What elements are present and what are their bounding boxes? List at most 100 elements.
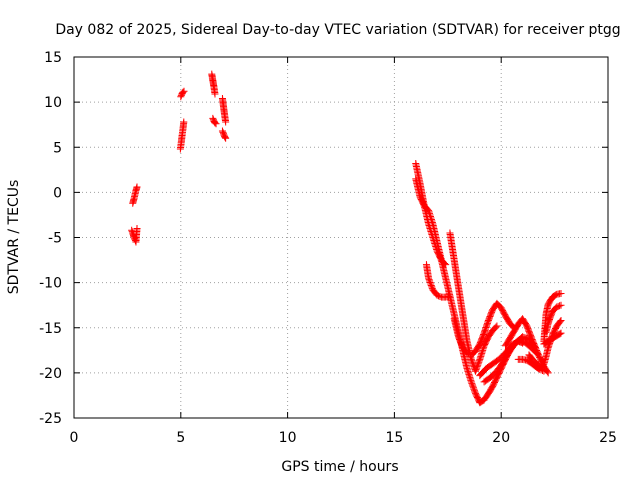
series-arc-b1 [177,87,188,101]
data-point [467,378,475,386]
data-point [469,382,477,390]
y-tick-label: 0 [53,185,62,201]
data-point [540,367,548,375]
y-axis-label: SDTVAR / TECUs [6,180,22,295]
data-point [468,357,476,365]
series-arc-i1 [501,315,552,377]
y-tick-label: -5 [48,231,62,247]
data-point [493,322,501,330]
x-tick-label: 25 [599,430,617,446]
data-point [435,292,443,300]
series-arc-e2 [422,261,454,301]
data-point [556,302,564,310]
series-arc-e1 [412,159,450,269]
data-point [133,183,141,191]
data-point [475,358,483,366]
data-point [557,289,565,297]
x-tick-label: 15 [385,430,403,446]
data-point [533,346,541,354]
y-tick-label: -10 [39,276,62,292]
data-point [427,281,435,289]
data-point [557,301,565,309]
data-point [544,369,552,377]
data-point [133,224,141,232]
data-point [474,361,482,369]
data-point [534,349,542,357]
data-point [543,368,551,376]
data-point [470,385,478,393]
data-point [178,89,186,97]
series-arc-g1 [450,299,518,359]
data-point [425,276,433,284]
data-point [463,349,471,357]
data-point [468,381,476,389]
series-arc-c1 [208,70,219,98]
series-arc-j3 [540,329,565,348]
series-arc-a1 [129,183,141,207]
y-tick-label: -25 [39,411,62,427]
data-point [222,134,230,142]
data-point [428,283,436,291]
data-point [211,119,219,127]
y-tick-label: -15 [39,321,62,337]
data-point [473,363,481,371]
series-arc-f2 [472,322,501,375]
data-point [475,357,483,365]
data-point [532,345,540,353]
series-arc-c2 [209,114,220,128]
data-point [210,118,218,126]
data-point [471,387,478,395]
data-point [534,351,542,359]
series-arc-j1 [525,317,565,371]
y-tick-label: 10 [44,95,62,111]
data-point [442,261,450,269]
data-point [433,291,441,299]
data-point [556,318,564,326]
data-point [221,133,229,141]
x-tick-label: 5 [176,430,185,446]
series-arc-b2 [176,118,188,153]
axis-ticks: 0 5 10 15 20 25 -25 -20 -15 -10 -5 0 5 10 15 [39,50,617,446]
data-point [472,367,480,375]
data-point [468,379,476,387]
x-tick-label: 0 [70,430,79,446]
data-point [557,317,565,325]
data-point [531,344,539,352]
data-point [556,330,564,338]
data-point [426,279,434,287]
series-arc-a2 [128,224,141,246]
data-point [553,303,561,311]
data-point [426,277,434,285]
data-point [221,132,229,140]
data-point [533,348,541,356]
data-points [128,70,565,407]
data-point [441,259,449,267]
chart-title: Day 082 of 2025, Sidereal Day-to-day VTE… [55,22,620,38]
series-arc-c3 [218,95,230,126]
data-point [554,302,562,310]
data-point [469,384,477,392]
series-arc-j4 [540,289,565,345]
x-tick-label: 20 [492,430,510,446]
series-arc-c4 [218,127,230,142]
data-point [211,90,219,98]
y-tick-label: -20 [39,366,62,382]
data-point [180,87,188,95]
data-point [492,323,500,331]
data-point [557,329,565,337]
data-point [179,88,187,96]
data-point [473,364,481,372]
data-point [468,358,476,366]
data-point [427,280,435,288]
data-point [436,292,444,300]
data-point [472,366,480,374]
x-tick-label: 10 [279,430,297,446]
y-tick-label: 15 [44,50,62,66]
data-point [212,120,220,128]
y-tick-label: 5 [53,140,62,156]
data-point [446,292,454,300]
x-axis-label: GPS time / hours [281,459,398,475]
data-point [180,118,188,126]
